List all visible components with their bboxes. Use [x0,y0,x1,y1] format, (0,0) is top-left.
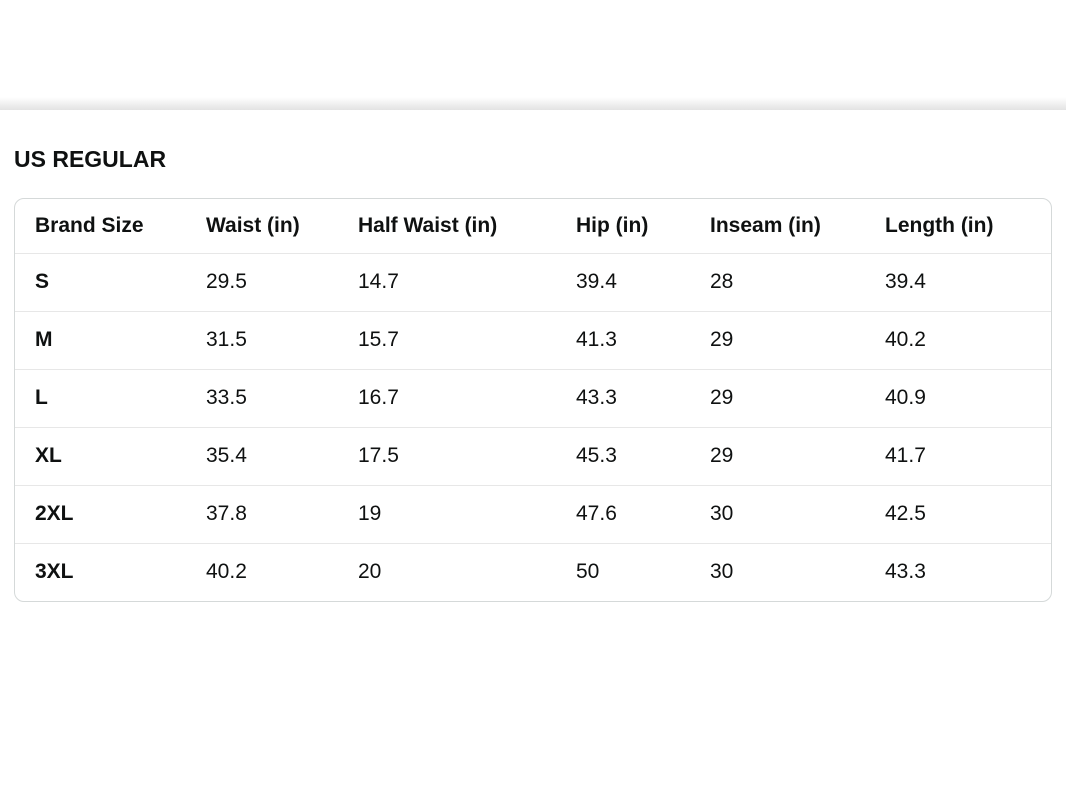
size-label-cell: L [15,368,186,427]
measurement-cell: 15.7 [338,310,556,369]
size-label-cell: M [15,310,186,369]
table-row: XL 35.4 17.5 45.3 29 41.7 [15,426,1051,485]
table-row: S 29.5 14.7 39.4 28 39.4 [15,252,1051,311]
size-label-cell: XL [15,426,186,485]
measurement-cell: 40.9 [865,368,1051,427]
column-header: Waist (in) [206,213,300,237]
measurement-cell: 29 [690,368,865,427]
measurement-cell: 39.4 [556,252,690,311]
measurement-cell: 29.5 [186,252,338,311]
size-label-cell: 2XL [15,484,186,543]
measurement-cell: 29 [690,426,865,485]
measurement-cell: 20 [338,542,556,601]
measurement-cell: 43.3 [556,368,690,427]
table-body: S 29.5 14.7 39.4 28 39.4 M 31.5 15.7 41.3 29 40.2 L 3… [15,252,1051,601]
size-label-cell: S [15,252,186,311]
measurement-cell: 40.2 [186,542,338,601]
measurement-cell: 43.3 [865,542,1051,601]
measurement-cell: 33.5 [186,368,338,427]
measurement-cell: 28 [690,252,865,311]
measurement-cell: 39.4 [865,252,1051,311]
column-header: Inseam (in) [710,213,821,237]
size-label-cell: 3XL [15,542,186,601]
measurement-cell: 40.2 [865,310,1051,369]
table-row: M 31.5 15.7 41.3 29 40.2 [15,310,1051,369]
measurement-cell: 16.7 [338,368,556,427]
measurement-cell: 41.3 [556,310,690,369]
measurement-cell: 30 [690,484,865,543]
column-header: Half Waist (in) [358,213,498,237]
measurement-cell: 41.7 [865,426,1051,485]
table-row: 2XL 37.8 19 47.6 30 42.5 [15,484,1051,543]
table-row: 3XL 40.2 20 50 30 43.3 [15,542,1051,601]
measurement-cell: 19 [338,484,556,543]
measurement-cell: 35.4 [186,426,338,485]
measurement-cell: 14.7 [338,252,556,311]
column-header: Length (in) [885,213,994,237]
size-chart-content: US REGULAR Brand Size Waist (in) Half Wais… [14,110,1052,602]
measurement-cell: 47.6 [556,484,690,543]
measurement-cell: 31.5 [186,310,338,369]
table-header-row: Brand Size Waist (in) Half Waist (in) Hip (… [15,199,1051,253]
measurement-cell: 45.3 [556,426,690,485]
section-title: US REGULAR [14,146,167,172]
size-chart-table: Brand Size Waist (in) Half Waist (in) Hip (… [15,199,1051,601]
section-divider-shadow [0,97,1066,110]
column-header: Brand Size [35,213,144,237]
measurement-cell: 50 [556,542,690,601]
measurement-cell: 17.5 [338,426,556,485]
size-chart-card: Brand Size Waist (in) Half Waist (in) Hip (… [14,198,1052,602]
measurement-cell: 30 [690,542,865,601]
measurement-cell: 37.8 [186,484,338,543]
measurement-cell: 42.5 [865,484,1051,543]
column-header: Hip (in) [576,213,649,237]
measurement-cell: 29 [690,310,865,369]
table-row: L 33.5 16.7 43.3 29 40.9 [15,368,1051,427]
